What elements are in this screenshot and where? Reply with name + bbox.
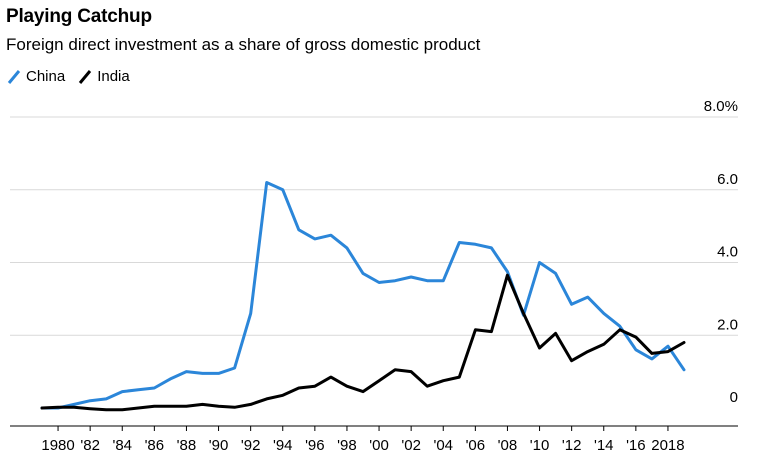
x-tick-label: '12 [562,437,582,454]
x-tick-label: '96 [305,437,325,454]
x-tick-label: '10 [530,437,550,454]
x-tick-label: 1980 [41,437,74,454]
legend-label-china: China [26,68,66,85]
x-tick-label: '86 [145,437,165,454]
series-line-china [40,181,686,410]
chart-title: Playing Catchup [6,6,152,27]
china-line-icon [7,69,21,84]
series-layer [40,181,686,412]
x-tick-label: '84 [112,437,132,454]
india-line-icon [79,69,92,84]
x-tick-label: '14 [594,437,614,454]
chart-subtitle: Foreign direct investment as a share of … [6,35,481,54]
x-tick-label: '94 [273,437,293,454]
x-tick-label: '82 [80,437,100,454]
x-tick-label: '04 [433,437,453,454]
y-tick-label: 4.0 [717,244,738,261]
x-tick-label: '16 [626,437,646,454]
chart-legend: China India [6,68,142,85]
x-tick-label: '08 [498,437,518,454]
y-tick-label: 8.0% [704,98,738,115]
x-tick-label: '00 [369,437,389,454]
grid-layer [10,116,738,336]
x-tick-label: '06 [466,437,486,454]
x-tick-label: '88 [177,437,197,454]
legend-item-india: India [77,68,130,85]
series-line-india [40,273,686,412]
x-tick-label: '90 [209,437,229,454]
legend-item-china: China [6,68,65,85]
china-swatch-stroke [7,69,21,84]
legend-label-india: India [97,68,130,85]
y-tick-label: 2.0 [717,316,738,333]
x-tick-label: '98 [337,437,357,454]
x-tick-label: 2018 [651,437,684,454]
x-tick-label: '92 [241,437,261,454]
india-swatch-stroke [79,69,92,84]
label-layer: 0 2.0 4.0 6.0 8.0% 1980 '82 '84 '86 '88 '90 '92 '94 '… [41,98,738,454]
axis-layer [10,425,738,431]
x-tick-label: '02 [401,437,421,454]
y-tick-label: 0 [730,389,738,406]
y-tick-label: 6.0 [717,171,738,188]
